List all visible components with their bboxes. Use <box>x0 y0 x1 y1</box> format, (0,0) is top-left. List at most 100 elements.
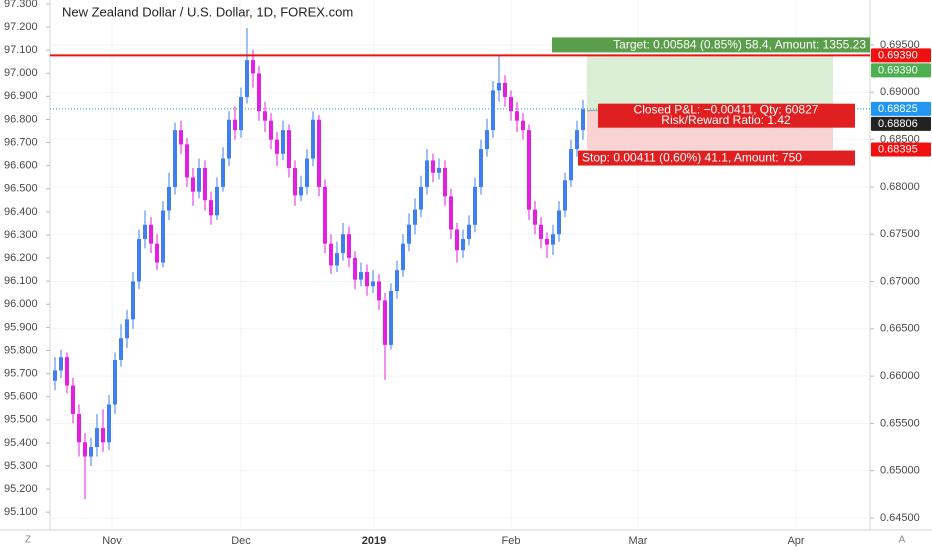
overlay: Target: 0.00584 (0.85%) 58.4, Amount: 13… <box>50 37 931 166</box>
price-tag-bg <box>871 63 931 78</box>
y-tick-label: 95.900 <box>4 321 38 333</box>
candle-body <box>353 257 357 280</box>
ratio-label: Risk/Reward Ratio: 1.42 <box>661 113 791 127</box>
candle-body <box>347 234 351 258</box>
candle-body <box>503 82 507 98</box>
candle-body <box>281 130 285 154</box>
y-tick-label: 97.000 <box>4 67 38 79</box>
candle-body <box>323 186 327 244</box>
candle-body <box>551 234 555 245</box>
candle-body <box>191 177 195 192</box>
y-tick-label: 95.200 <box>4 483 38 495</box>
candle-body <box>527 130 531 210</box>
candle-body <box>467 224 471 239</box>
y-tick-label: 96.400 <box>4 206 38 218</box>
candle-body <box>395 270 399 291</box>
candle-body <box>449 196 453 230</box>
candle-body <box>107 404 111 443</box>
candle-body <box>119 338 123 361</box>
candle-body <box>83 442 87 457</box>
candle-body <box>155 243 159 263</box>
candle-body <box>557 210 561 235</box>
candle-body <box>209 200 213 216</box>
candle-body <box>581 109 585 131</box>
candle-body <box>443 167 447 197</box>
pnl-label-bg <box>598 103 855 128</box>
y2-tick-label: 0.66500 <box>880 323 920 335</box>
candle-body <box>317 119 321 187</box>
y-tick-label: 96.500 <box>4 183 38 195</box>
y-tick-label: 95.800 <box>4 344 38 356</box>
candle-body <box>161 210 165 263</box>
candle-body <box>251 60 255 74</box>
candle-body <box>131 281 135 320</box>
candle-body <box>521 120 525 131</box>
candle-body <box>203 167 207 201</box>
candle-body <box>71 385 75 414</box>
y2-tick-label: 0.66000 <box>880 370 920 382</box>
price-tag-bg <box>871 116 931 131</box>
candle-body <box>299 186 303 196</box>
y-tick-label: 96.200 <box>4 252 38 264</box>
y2-tick-label: 0.67000 <box>880 275 920 287</box>
x-tick-label: Mar <box>629 535 648 547</box>
candle-body <box>491 90 495 131</box>
candle-body <box>533 209 537 225</box>
y2-tick-label: 0.68500 <box>880 134 920 146</box>
candle-body <box>509 97 513 112</box>
target-label: Target: 0.00584 (0.85%) 58.4, Amount: 13… <box>613 38 866 52</box>
candle-body <box>65 357 69 386</box>
candle-body <box>245 60 249 98</box>
candle-body <box>179 130 183 145</box>
candle-body <box>101 428 105 443</box>
candle-body <box>173 130 177 187</box>
candle-body <box>137 238 141 282</box>
stop-label-bg <box>578 150 855 166</box>
candle-body <box>77 413 81 443</box>
y-tick-label: 96.900 <box>4 90 38 102</box>
candle-body <box>305 158 309 187</box>
y-tick-label: 96.800 <box>4 113 38 125</box>
candle-body <box>293 167 297 196</box>
candle-body <box>473 186 477 225</box>
candle-body <box>437 167 441 173</box>
plot <box>53 27 585 500</box>
candle-body <box>575 130 579 150</box>
candle-body <box>359 272 363 280</box>
y-tick-label: 95.400 <box>4 437 38 449</box>
candle-body <box>125 319 129 339</box>
candle-body <box>95 428 99 448</box>
target-label-bg <box>552 37 870 53</box>
y-tick-label: 96.600 <box>4 160 38 172</box>
y-tick-label: 95.700 <box>4 367 38 379</box>
candle-body <box>425 160 429 187</box>
y2-tick-label: 0.64500 <box>880 512 920 524</box>
candle-body <box>515 111 519 121</box>
candle-body <box>59 357 63 371</box>
candle-body <box>311 119 315 159</box>
price-tag: 0.69390 <box>878 49 918 61</box>
y-tick-label: 96.000 <box>4 298 38 310</box>
x-tick-label: Feb <box>502 535 521 547</box>
price-tag-bg <box>871 48 931 63</box>
candle-body <box>371 281 375 287</box>
candle-body <box>215 186 219 216</box>
candle-body <box>239 97 243 131</box>
price-tag-bg <box>871 101 931 116</box>
target-zone <box>587 55 833 111</box>
candle-body <box>53 370 57 381</box>
candle-body <box>485 130 489 150</box>
candle-body <box>233 119 237 131</box>
candle-body <box>263 111 267 121</box>
y-tick-label: 95.600 <box>4 391 38 403</box>
x-tick-label: Nov <box>102 535 122 547</box>
x-tick-label: 2019 <box>362 535 386 547</box>
y-tick-label: 96.300 <box>4 229 38 241</box>
y-tick-label: 96.700 <box>4 136 38 148</box>
y2-tick-label: 0.69500 <box>880 39 920 51</box>
price-tag: 0.68395 <box>878 143 918 155</box>
candle-body <box>377 281 381 301</box>
x-tick-label: Dec <box>231 535 251 547</box>
candle-body <box>167 186 171 211</box>
